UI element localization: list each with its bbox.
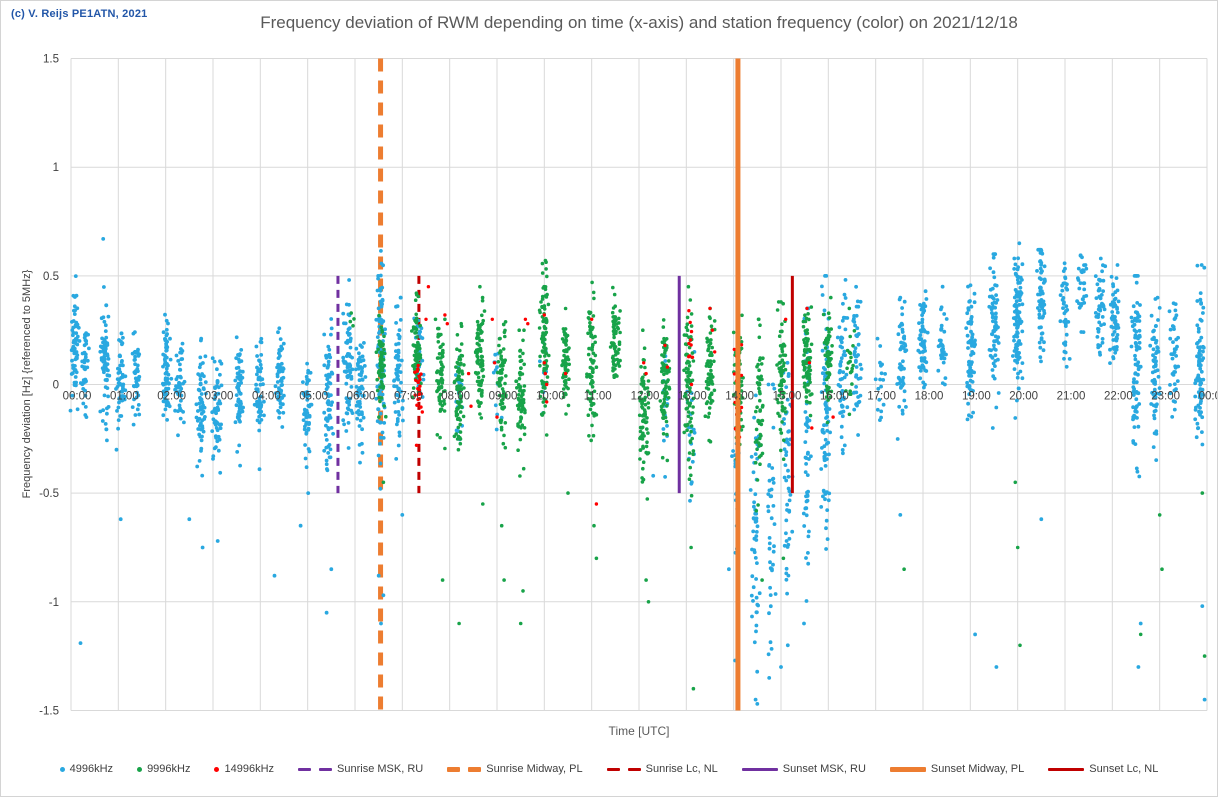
- x-tick-label: 16:00: [820, 391, 849, 403]
- x-tick-label: 01:00: [110, 391, 139, 403]
- x-tick-label: 08:00: [441, 391, 470, 403]
- legend-dot-marker: [59, 766, 65, 772]
- y-tick-label: -1.5: [39, 705, 59, 717]
- x-tick-label: 09:00: [489, 391, 518, 403]
- x-tick-label: 22:00: [1104, 391, 1133, 403]
- x-axis-title: Time [UTC]: [608, 724, 670, 738]
- y-tick-label: -0.5: [39, 488, 59, 500]
- x-tick-label: 05:00: [299, 391, 328, 403]
- legend-dash-segment: [319, 767, 333, 771]
- x-tick-label: 14:00: [725, 391, 754, 403]
- legend-item-label: Sunset Lc, NL: [1089, 763, 1159, 775]
- legend-dash-segment: [606, 767, 620, 771]
- series-14996khz-points: [413, 285, 835, 506]
- legend-dashed-line-marker: [447, 766, 482, 772]
- x-tick-label: 20:00: [1009, 391, 1038, 403]
- legend-solid-line-marker: [741, 767, 778, 771]
- x-tick-label: 18:00: [915, 391, 944, 403]
- copyright-text: (c) V. Reijs PE1ATN, 2021: [11, 8, 148, 20]
- legend-item-sunrise-lc-nl: Sunrise Lc, NL: [606, 763, 718, 775]
- legend-dashed-line-marker: [298, 767, 333, 771]
- y-tick-label: 0: [53, 380, 59, 392]
- x-tick-label: 15:00: [773, 391, 802, 403]
- legend-item-sunrise-midway-pl: Sunrise Midway, PL: [447, 763, 583, 775]
- legend-item-4996khz: 4996kHz: [59, 763, 114, 775]
- x-tick-label: 21:00: [1057, 391, 1086, 403]
- legend-dot-marker: [214, 766, 220, 772]
- legend-item-14996khz: 14996kHz: [214, 763, 274, 775]
- x-tick-label: 07:00: [394, 391, 423, 403]
- series-9996khz-points: [348, 258, 1207, 691]
- legend-item-label: Sunset MSK, RU: [782, 763, 866, 775]
- x-tick-label: 06:00: [347, 391, 376, 403]
- sunset-lines: [677, 58, 794, 711]
- y-tick-label: -1: [49, 597, 59, 609]
- legend-dash-segment: [298, 767, 312, 771]
- legend-item-9996khz: 9996kHz: [137, 763, 190, 775]
- legend-item-sunset-msk-ru: Sunset MSK, RU: [741, 763, 866, 775]
- y-tick-label: 0.5: [43, 271, 59, 283]
- legend-item-label: 14996kHz: [224, 763, 275, 775]
- legend-dot-marker: [137, 766, 143, 772]
- x-tick-label: 19:00: [962, 391, 991, 403]
- legend-item-label: Sunset Midway, PL: [930, 763, 1025, 775]
- x-tick-label: 12:00: [631, 391, 660, 403]
- x-tick-label: 00:00: [63, 391, 92, 403]
- y-tick-label: 1: [53, 162, 59, 174]
- x-tick-label: 03:00: [205, 391, 234, 403]
- x-tick-label: 02:00: [157, 391, 186, 403]
- x-tick-label: 10:00: [536, 391, 565, 403]
- legend-dash-segment: [447, 766, 461, 772]
- tick-labels: 1.5 1 0.5 0 -0.5 -1 -1.5 00:00 01:00 02:00 03:00 04…: [39, 54, 1218, 718]
- legend-solid-line-marker: [1048, 767, 1085, 771]
- gridlines: [70, 58, 1208, 711]
- series-4996khz-points: [68, 237, 1207, 706]
- chart-title: Frequency deviation of RWM depending on …: [260, 13, 1018, 32]
- x-tick-label: 13:00: [678, 391, 707, 403]
- legend: 4996kHz 9996kHz 14996kHz Sunrise MSK, RU Sun…: [1, 763, 1217, 775]
- legend-dash-segment: [468, 766, 482, 772]
- legend-item-sunrise-msk-ru: Sunrise MSK, RU: [298, 763, 423, 775]
- x-tick-label: 17:00: [867, 391, 896, 403]
- legend-item-sunset-midway-pl: Sunset Midway, PL: [889, 763, 1025, 775]
- x-tick-label: 23:00: [1151, 391, 1180, 403]
- legend-item-label: Sunrise MSK, RU: [337, 763, 424, 775]
- legend-dashed-line-marker: [606, 767, 641, 771]
- y-tick-label: 1.5: [43, 54, 59, 66]
- legend-item-label: Sunrise Midway, PL: [486, 763, 583, 775]
- legend-dash-segment: [627, 767, 641, 771]
- legend-item-label: 9996kHz: [147, 763, 191, 775]
- legend-item-label: 4996kHz: [69, 763, 114, 775]
- x-tick-label: 11:00: [584, 391, 612, 403]
- legend-solid-line-marker: [889, 766, 926, 772]
- x-tick-label: 00:00: [1199, 391, 1218, 403]
- legend-item-label: Sunrise Lc, NL: [645, 763, 718, 775]
- x-tick-label: 04:00: [252, 391, 281, 403]
- legend-item-sunset-lc-nl: Sunset Lc, NL: [1048, 763, 1158, 775]
